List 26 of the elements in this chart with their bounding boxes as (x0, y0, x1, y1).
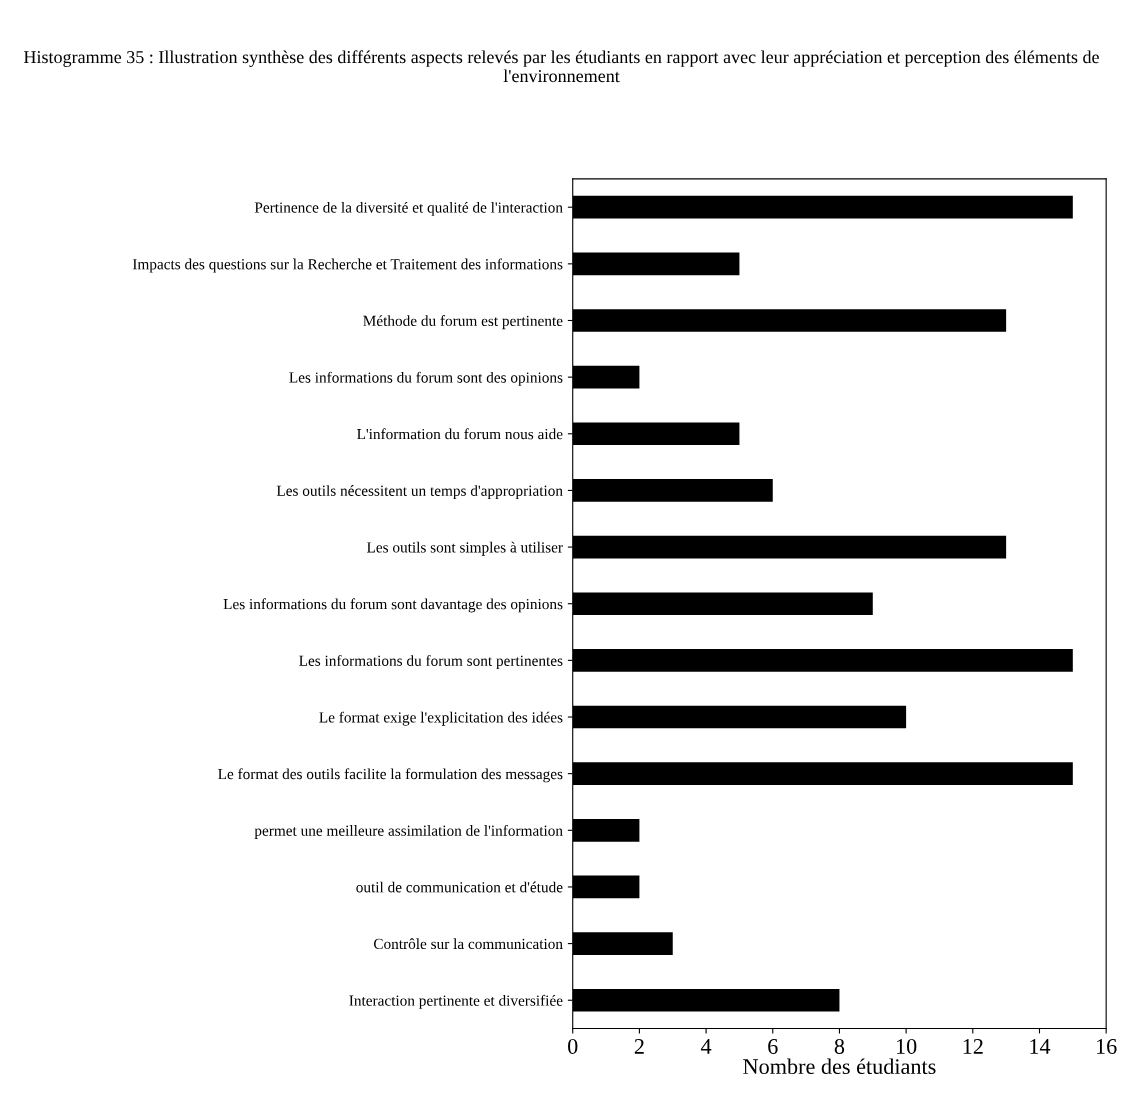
chart-title: Histogramme 35 : Illustration synthèse des différents aspects relevés par les étudiants en rapport avec leur appréciation et perception des éléments de l'environnement (23, 50, 1099, 83)
x-tick-label: 12 (963, 1038, 983, 1054)
y-tick-label: Les outils sont simples à utiliser (366, 541, 563, 556)
x-tick-label: 14 (1030, 1039, 1051, 1054)
y-tick-label: Les informations du forum sont davantage des opinions (223, 598, 563, 613)
y-tick-label: L'information du forum nous aide (357, 428, 563, 440)
x-tick-label: 16 (1097, 1038, 1117, 1054)
y-tick-label: Le format des outils facilite la formulation des messages (218, 768, 563, 783)
y-tick-label: outil de communication et d'étude (356, 881, 563, 893)
y-tick-label: Les informations du forum sont pertinentes (299, 654, 563, 669)
x-tick-label: 2 (634, 1038, 644, 1054)
x-tick-label: 8 (834, 1038, 845, 1054)
y-tick-label: Les outils nécessitent un temps d'appropriation (276, 485, 563, 499)
y-tick-label: permet une meilleure assimilation de l'information (254, 824, 563, 839)
y-tick-label: Le format exige l'explicitation des idées (319, 711, 563, 726)
y-tick-label: Méthode du forum est pertinente (363, 315, 563, 330)
y-tick-label: Impacts des questions sur la Recherche et Traitement des informations (132, 258, 563, 273)
y-tick-label: Les informations du forum sont des opinions (289, 371, 563, 386)
x-tick-label: 0 (568, 1038, 578, 1054)
x-tick-label: 6 (768, 1038, 778, 1054)
y-tick-label: Interaction pertinente et diversifiée (349, 994, 563, 1009)
y-tick-label: Contrôle sur la communication (373, 938, 563, 950)
x-tick-label: 10 (896, 1038, 917, 1054)
y-tick-label: Pertinence de la diversité et qualité de l'interaction (254, 201, 563, 216)
x-tick-label: 4 (700, 1039, 712, 1054)
x-axis-title: Nombre des étudiants (743, 1058, 936, 1075)
